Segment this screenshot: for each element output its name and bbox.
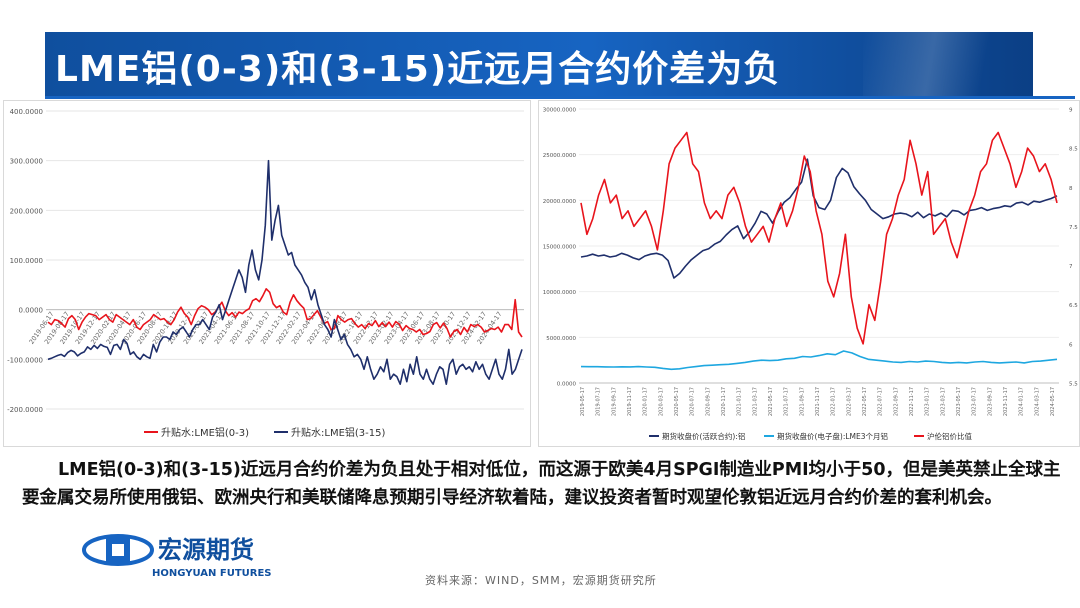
- x-tick-label: 2019-05-17: [580, 387, 586, 416]
- x-tick-label: 2022-03-17: [846, 387, 852, 416]
- series-line-1: [580, 350, 1058, 371]
- series-line-1: [47, 159, 523, 385]
- x-tick-label: 2021-11-17: [815, 387, 821, 416]
- x-tick-label: 2023-09-17: [987, 387, 993, 416]
- y-right-tick-label: 5.5: [1069, 382, 1078, 388]
- y-left-tick-label: 30000.0000: [543, 108, 577, 114]
- x-tick-label: 2022-09-17: [893, 387, 899, 416]
- legend-label-0: 期货收盘价(活跃合约):铝: [662, 431, 745, 441]
- x-tick-label: 2022-01-17: [831, 387, 837, 416]
- x-tick-label: 2022-05-17: [862, 387, 868, 416]
- y-tick-label: 200.0000: [10, 207, 43, 215]
- logo-en: HONGYUAN FUTURES: [152, 568, 272, 579]
- legend-label-2: 沪伦铝价比值: [927, 431, 972, 441]
- x-tick-label: 2023-11-17: [1003, 387, 1009, 416]
- y-tick-label: -200.0000: [7, 406, 43, 414]
- x-tick-label: 2020-01-17: [643, 387, 649, 416]
- y-right-tick-label: 8: [1069, 186, 1073, 192]
- logo: 宏源期货 HONGYUAN FUTURES: [82, 530, 312, 580]
- y-right-tick-label: 7.5: [1069, 225, 1078, 231]
- title-decoration: [863, 32, 1033, 98]
- x-tick-label: 2020-09-17: [705, 387, 711, 416]
- x-tick-label: 2019-07-17: [596, 387, 602, 416]
- x-tick-label: 2021-05-17: [768, 387, 774, 416]
- source-note: 资料来源：WIND，SMM，宏源期货研究所: [425, 574, 657, 587]
- x-tick-label: 2023-05-17: [956, 387, 962, 416]
- logo-cn: 宏源期货: [158, 536, 254, 564]
- y-tick-label: 400.0000: [10, 108, 43, 116]
- y-tick-label: 0.0000: [19, 307, 44, 315]
- x-tick-label: 2021-01-17: [737, 387, 743, 416]
- logo-mark-icon: 宏源期货 HONGYUAN FUTURES: [82, 534, 272, 579]
- page-title: LME铝(0-3)和(3-15)近远月合约价差为负: [55, 49, 781, 90]
- x-tick-label: 2021-03-17: [752, 387, 758, 416]
- y-tick-label: 300.0000: [10, 158, 43, 166]
- x-tick-label: 2021-07-17: [784, 387, 790, 416]
- chart-right: 30000.0000 25000.0000 20000.0000 15000.0000…: [543, 108, 1078, 442]
- x-tick-label: 2024-01-17: [1019, 387, 1025, 416]
- y-right-tick-label: 6.5: [1069, 303, 1078, 309]
- legend-label-1: 升贴水:LME铝(3-15): [291, 426, 385, 439]
- x-tick-label: 2021-09-17: [799, 387, 805, 416]
- analysis-paragraph: LME铝(0-3)和(3-15)近远月合约价差为负且处于相对低位，而这源于欧美4…: [22, 460, 1061, 508]
- legend-label-1: 期货收盘价(电子盘):LME3个月铝: [777, 431, 888, 441]
- series-line-0: [47, 288, 523, 338]
- y-right-tick-label: 8.5: [1069, 147, 1078, 153]
- x-tick-label: 2020-05-17: [674, 387, 680, 416]
- y-left-tick-label: 15000.0000: [543, 245, 577, 251]
- y-left-tick-label: 0.0000: [557, 382, 577, 388]
- title-underline: [45, 96, 1075, 99]
- title-bar: LME铝(0-3)和(3-15)近远月合约价差为负: [45, 32, 1033, 98]
- chart-left: 400.0000 300.0000 200.0000 100.0000 0.0000 -1…: [7, 108, 524, 439]
- chart-left-container: 400.0000 300.0000 200.0000 100.0000 0.0000 -1…: [3, 100, 531, 447]
- y-left-tick-label: 10000.0000: [543, 290, 577, 296]
- y-right-tick-label: 7: [1069, 264, 1073, 270]
- y-tick-label: -100.0000: [7, 356, 43, 364]
- legend-label-0: 升贴水:LME铝(0-3): [161, 426, 249, 439]
- y-left-tick-label: 25000.0000: [543, 153, 577, 159]
- x-tick-label: 2023-03-17: [940, 387, 946, 416]
- x-tick-label: 2022-07-17: [878, 387, 884, 416]
- chart-right-container: 30000.0000 25000.0000 20000.0000 15000.0000…: [538, 100, 1080, 447]
- series-line-2: [580, 131, 1058, 345]
- x-tick-label: 2020-11-17: [721, 387, 727, 416]
- x-tick-label: 2022-11-17: [909, 387, 915, 416]
- y-right-tick-label: 9: [1069, 108, 1073, 114]
- x-tick-label: 2019-09-17: [611, 387, 617, 416]
- x-tick-label: 2023-07-17: [972, 387, 978, 416]
- x-tick-label: 2023-01-17: [925, 387, 931, 416]
- x-tick-label: 2019-11-17: [627, 387, 633, 416]
- y-left-tick-label: 5000.0000: [546, 336, 576, 342]
- x-tick-label: 2024-03-17: [1034, 387, 1040, 416]
- x-tick-label: 2020-07-17: [690, 387, 696, 416]
- y-tick-label: 100.0000: [10, 257, 43, 265]
- x-tick-label: 2020-03-17: [658, 387, 664, 416]
- y-right-tick-label: 6: [1069, 342, 1073, 348]
- x-tick-label: 2024-05-17: [1050, 387, 1056, 416]
- y-left-tick-label: 20000.0000: [543, 199, 577, 205]
- series-line-0: [580, 158, 1058, 279]
